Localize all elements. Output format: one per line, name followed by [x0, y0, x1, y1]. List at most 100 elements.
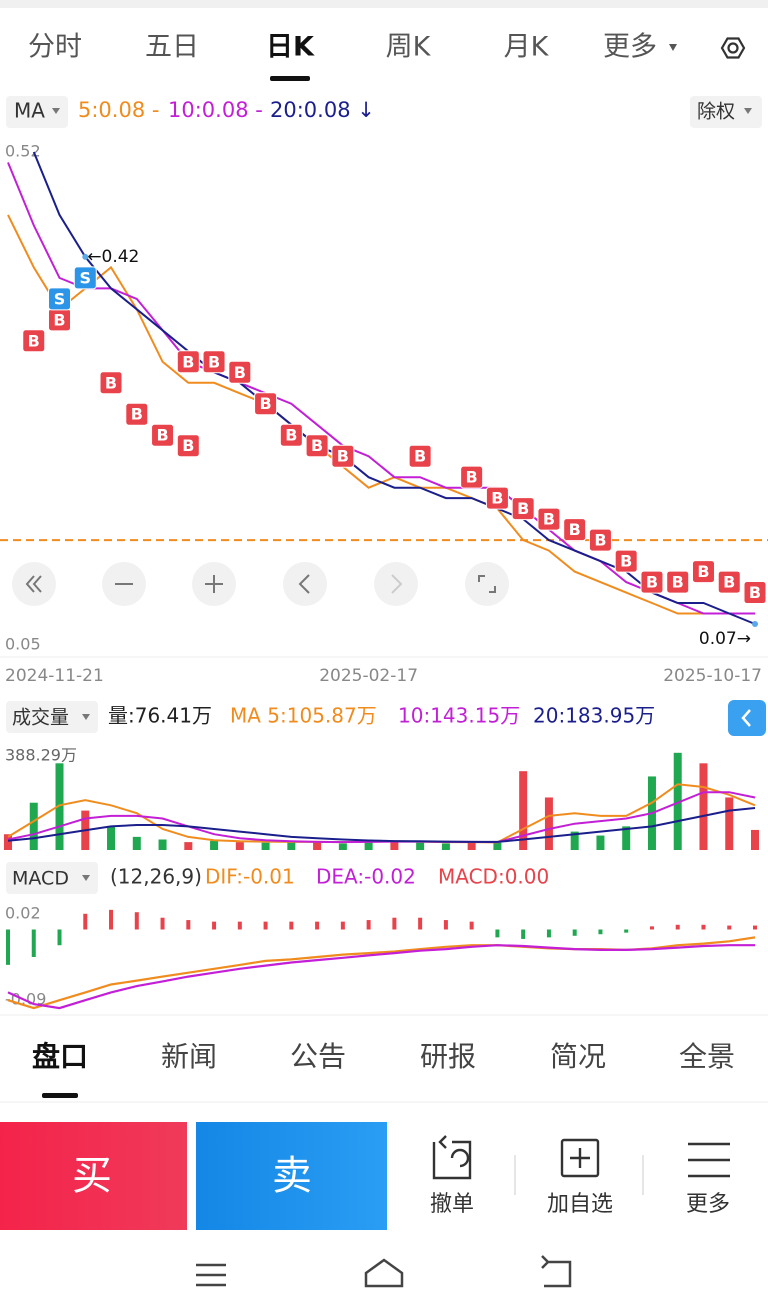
volume-bar	[441, 843, 450, 850]
volume-bar	[261, 842, 270, 850]
signal-label: B	[749, 583, 761, 602]
x-tick-label: 2024-11-21	[5, 666, 104, 686]
bottom-tab[interactable]: 简况	[550, 1040, 606, 1073]
control-button[interactable]	[374, 562, 418, 606]
control-button[interactable]	[465, 562, 509, 606]
extreme-point	[82, 253, 89, 260]
volume-bar	[673, 752, 682, 850]
bottom-tab[interactable]: 研报	[420, 1040, 476, 1073]
macd-bar	[546, 929, 551, 938]
signal-marker	[176, 350, 200, 374]
tab: 月K	[504, 32, 550, 63]
macd-selector-box[interactable]	[6, 862, 98, 894]
nav-back[interactable]	[541, 1255, 572, 1288]
macd-bar	[675, 924, 680, 930]
signal-marker	[408, 444, 432, 468]
signal-label: B	[672, 573, 684, 592]
adjust-selector-box[interactable]	[690, 96, 762, 128]
y-tick-label: 0.52	[5, 142, 41, 161]
signal-label: B	[569, 520, 581, 539]
volume-selector-box[interactable]	[6, 701, 98, 733]
action-label[interactable]: 更多	[686, 1192, 730, 1217]
settings-icon[interactable]	[720, 37, 746, 59]
volume-bar	[570, 831, 579, 850]
signal-label: B	[723, 573, 735, 592]
undo-icon[interactable]	[432, 1140, 472, 1180]
action-label[interactable]: 加自选	[547, 1192, 613, 1217]
macd-bar	[212, 921, 217, 930]
status-strip	[0, 0, 768, 8]
x-tick-label: 2025-02-17	[319, 666, 418, 686]
bottom-tab[interactable]: 全景	[679, 1040, 735, 1073]
signal-label: B	[620, 552, 632, 571]
collapse-button[interactable]	[728, 700, 766, 736]
macd-params: (12,26,9)	[110, 865, 202, 889]
sell-label: 卖	[272, 1153, 312, 1199]
signal-marker	[99, 371, 123, 395]
ma-selector-box[interactable]	[6, 96, 68, 128]
macd-bar	[186, 920, 191, 930]
buy-button[interactable]	[0, 1122, 187, 1230]
tab: 周K	[386, 32, 432, 63]
signal-marker	[305, 434, 329, 458]
signal-label: B	[259, 394, 271, 413]
volume-bar	[751, 829, 759, 850]
more-icon[interactable]	[688, 1142, 730, 1178]
signal-marker	[202, 350, 226, 374]
indicator-line	[7, 783, 756, 844]
dropdown-caret	[52, 108, 60, 114]
signal-marker	[460, 465, 484, 489]
macd-bar	[340, 921, 345, 930]
dropdown-caret	[82, 875, 90, 881]
macd-selector: MACD	[12, 868, 69, 890]
signal-marker	[537, 507, 561, 531]
signal-marker	[254, 392, 278, 416]
volume-legend: MA 5:105.87万	[230, 704, 377, 728]
volume-bar	[107, 826, 116, 850]
prev-icon	[298, 574, 310, 594]
signal-label: B	[131, 405, 143, 424]
bottom-tab[interactable]: 新闻	[161, 1040, 217, 1073]
signal-label: B	[182, 436, 194, 455]
bottom-tab[interactable]: 盘口	[32, 1040, 88, 1073]
signal-marker	[717, 570, 741, 594]
macd-bar	[598, 929, 603, 935]
bottom-tab[interactable]: 公告	[290, 1040, 346, 1073]
nav-menu[interactable]	[196, 1263, 226, 1287]
signal-label: S	[54, 289, 66, 308]
macd-bar	[418, 917, 423, 930]
macd-bar	[366, 920, 371, 930]
signal-label: B	[311, 436, 323, 455]
control-button[interactable]	[283, 562, 327, 606]
macd-bar	[263, 921, 268, 930]
macd-bar	[134, 912, 139, 930]
signal-label: B	[156, 426, 168, 445]
volume-bar	[390, 840, 399, 850]
signal-label: B	[105, 373, 117, 392]
macd-legend: DIF:-0.01	[205, 865, 295, 889]
signal-marker	[176, 434, 200, 458]
nav-home[interactable]	[364, 1258, 404, 1288]
bottom-tab-underline	[42, 1093, 78, 1098]
add-watch-icon[interactable]	[560, 1138, 600, 1178]
volume-bar	[493, 842, 502, 850]
sell-button[interactable]	[196, 1122, 387, 1230]
extreme-label: ←0.42	[87, 247, 139, 267]
macd-bar	[160, 917, 165, 930]
plus	[570, 1148, 590, 1168]
extreme-label: 0.07→	[699, 629, 751, 649]
signal-marker	[743, 581, 767, 605]
undo-arrow	[438, 1135, 470, 1168]
dropdown-caret	[669, 44, 677, 51]
macd-bar	[237, 921, 242, 930]
ma-legend: 20:0.08 ↓	[270, 98, 375, 122]
volume-bar	[235, 842, 244, 850]
next-icon	[391, 574, 403, 594]
macd-bar	[443, 920, 448, 930]
macd-bar	[392, 917, 397, 930]
signal-label: B	[208, 352, 220, 371]
signal-marker	[48, 287, 72, 311]
volume-bar	[467, 842, 476, 850]
action-label[interactable]: 撤单	[430, 1192, 474, 1217]
